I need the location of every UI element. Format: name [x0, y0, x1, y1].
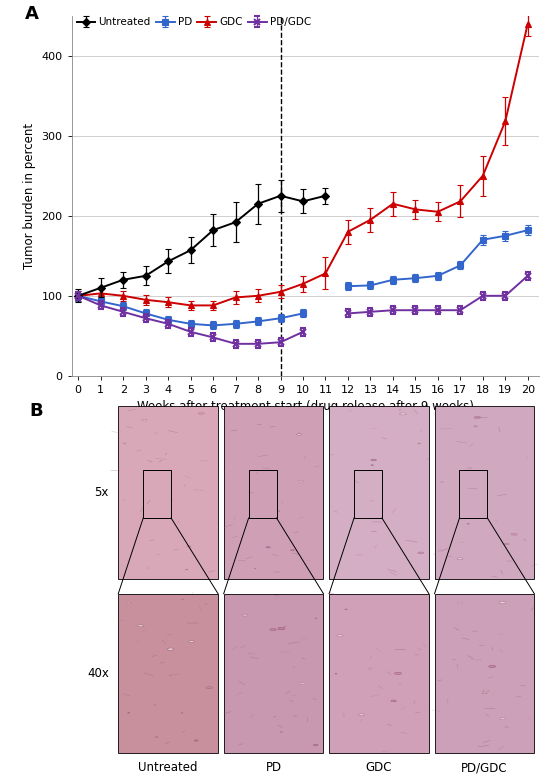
Ellipse shape — [457, 558, 463, 560]
Ellipse shape — [474, 416, 481, 419]
Legend: Untreated, PD, GDC, PD/GDC: Untreated, PD, GDC, PD/GDC — [76, 17, 311, 27]
Ellipse shape — [270, 629, 276, 630]
Text: A: A — [25, 5, 39, 23]
Bar — [434, 405, 534, 579]
Bar — [434, 593, 534, 753]
Ellipse shape — [194, 740, 198, 741]
X-axis label: Weeks after treatment start (drug release after 9 weeks): Weeks after treatment start (drug releas… — [137, 401, 474, 413]
Ellipse shape — [394, 672, 402, 674]
Ellipse shape — [368, 668, 372, 669]
Ellipse shape — [138, 625, 144, 626]
Ellipse shape — [504, 543, 509, 545]
Ellipse shape — [418, 552, 424, 554]
Bar — [329, 593, 429, 753]
Text: 5x: 5x — [95, 485, 109, 499]
Ellipse shape — [438, 550, 442, 551]
Y-axis label: Tumor burden in percent: Tumor burden in percent — [23, 123, 36, 269]
Text: PD: PD — [266, 761, 282, 774]
Ellipse shape — [418, 443, 421, 444]
Ellipse shape — [314, 744, 318, 746]
Ellipse shape — [298, 481, 303, 482]
Bar — [459, 470, 487, 518]
Bar — [118, 593, 218, 753]
Bar — [354, 470, 382, 518]
Ellipse shape — [278, 627, 285, 630]
Bar — [224, 593, 323, 753]
Bar — [143, 470, 171, 518]
Ellipse shape — [391, 700, 397, 702]
Ellipse shape — [189, 641, 194, 643]
Ellipse shape — [457, 602, 462, 604]
Ellipse shape — [297, 434, 301, 435]
Ellipse shape — [345, 609, 347, 610]
Ellipse shape — [167, 648, 174, 650]
Bar — [249, 470, 277, 518]
Ellipse shape — [206, 687, 212, 688]
Ellipse shape — [489, 666, 496, 668]
Ellipse shape — [511, 533, 518, 535]
Ellipse shape — [198, 412, 205, 414]
Ellipse shape — [505, 727, 508, 728]
Ellipse shape — [300, 683, 306, 684]
Bar — [329, 405, 429, 579]
Text: Untreated: Untreated — [139, 761, 198, 774]
Ellipse shape — [290, 550, 294, 551]
Text: PD/GDC: PD/GDC — [461, 761, 508, 774]
Ellipse shape — [123, 443, 126, 444]
Ellipse shape — [371, 459, 376, 461]
Ellipse shape — [155, 737, 158, 738]
Ellipse shape — [359, 713, 364, 716]
Bar — [224, 405, 323, 579]
Ellipse shape — [482, 692, 487, 694]
Ellipse shape — [242, 615, 248, 616]
Ellipse shape — [266, 546, 270, 548]
Text: B: B — [30, 401, 43, 419]
Ellipse shape — [187, 546, 191, 547]
Text: GDC: GDC — [366, 761, 392, 774]
Ellipse shape — [142, 419, 147, 421]
Ellipse shape — [400, 413, 406, 415]
Ellipse shape — [483, 690, 488, 691]
Ellipse shape — [126, 602, 131, 604]
Ellipse shape — [499, 601, 506, 604]
Bar — [118, 405, 218, 579]
Text: 40x: 40x — [87, 667, 109, 680]
Ellipse shape — [337, 635, 343, 637]
Ellipse shape — [500, 717, 505, 720]
